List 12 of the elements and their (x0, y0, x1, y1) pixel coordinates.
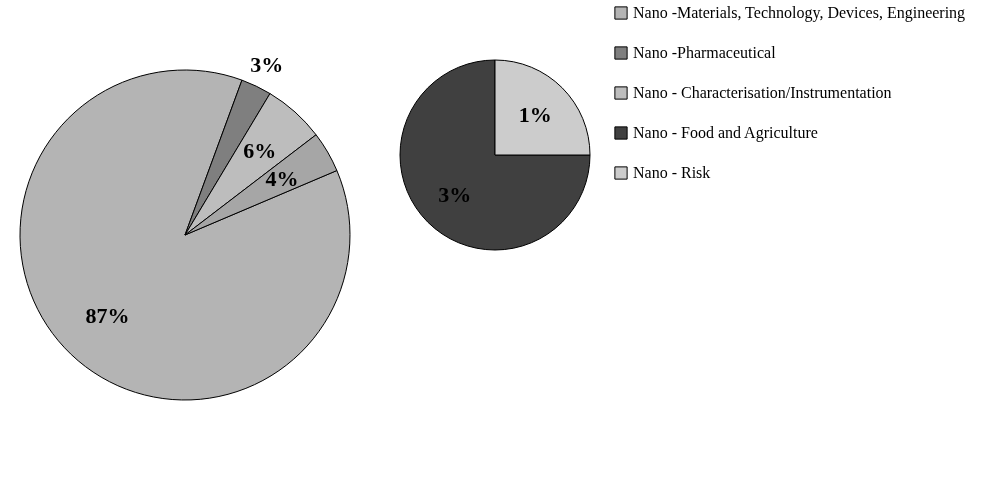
legend-label: Nano -Pharmaceutical (633, 44, 777, 61)
data-label: 1% (518, 101, 552, 127)
data-label: 3% (250, 51, 284, 77)
data-label: 87% (85, 303, 130, 329)
data-label: 3% (438, 182, 472, 208)
legend-label: Nano - Characterisation/Instrumentation (633, 84, 892, 101)
legend-label: Nano -Materials, Technology, Devices, Engineering (633, 4, 966, 22)
data-label: 6% (243, 138, 277, 164)
legend-label: Nano - Food and Agriculture (633, 124, 818, 142)
data-label: 4% (265, 165, 299, 191)
pie-slice (399, 59, 591, 251)
slice-label: Nano - Risk (633, 164, 711, 181)
